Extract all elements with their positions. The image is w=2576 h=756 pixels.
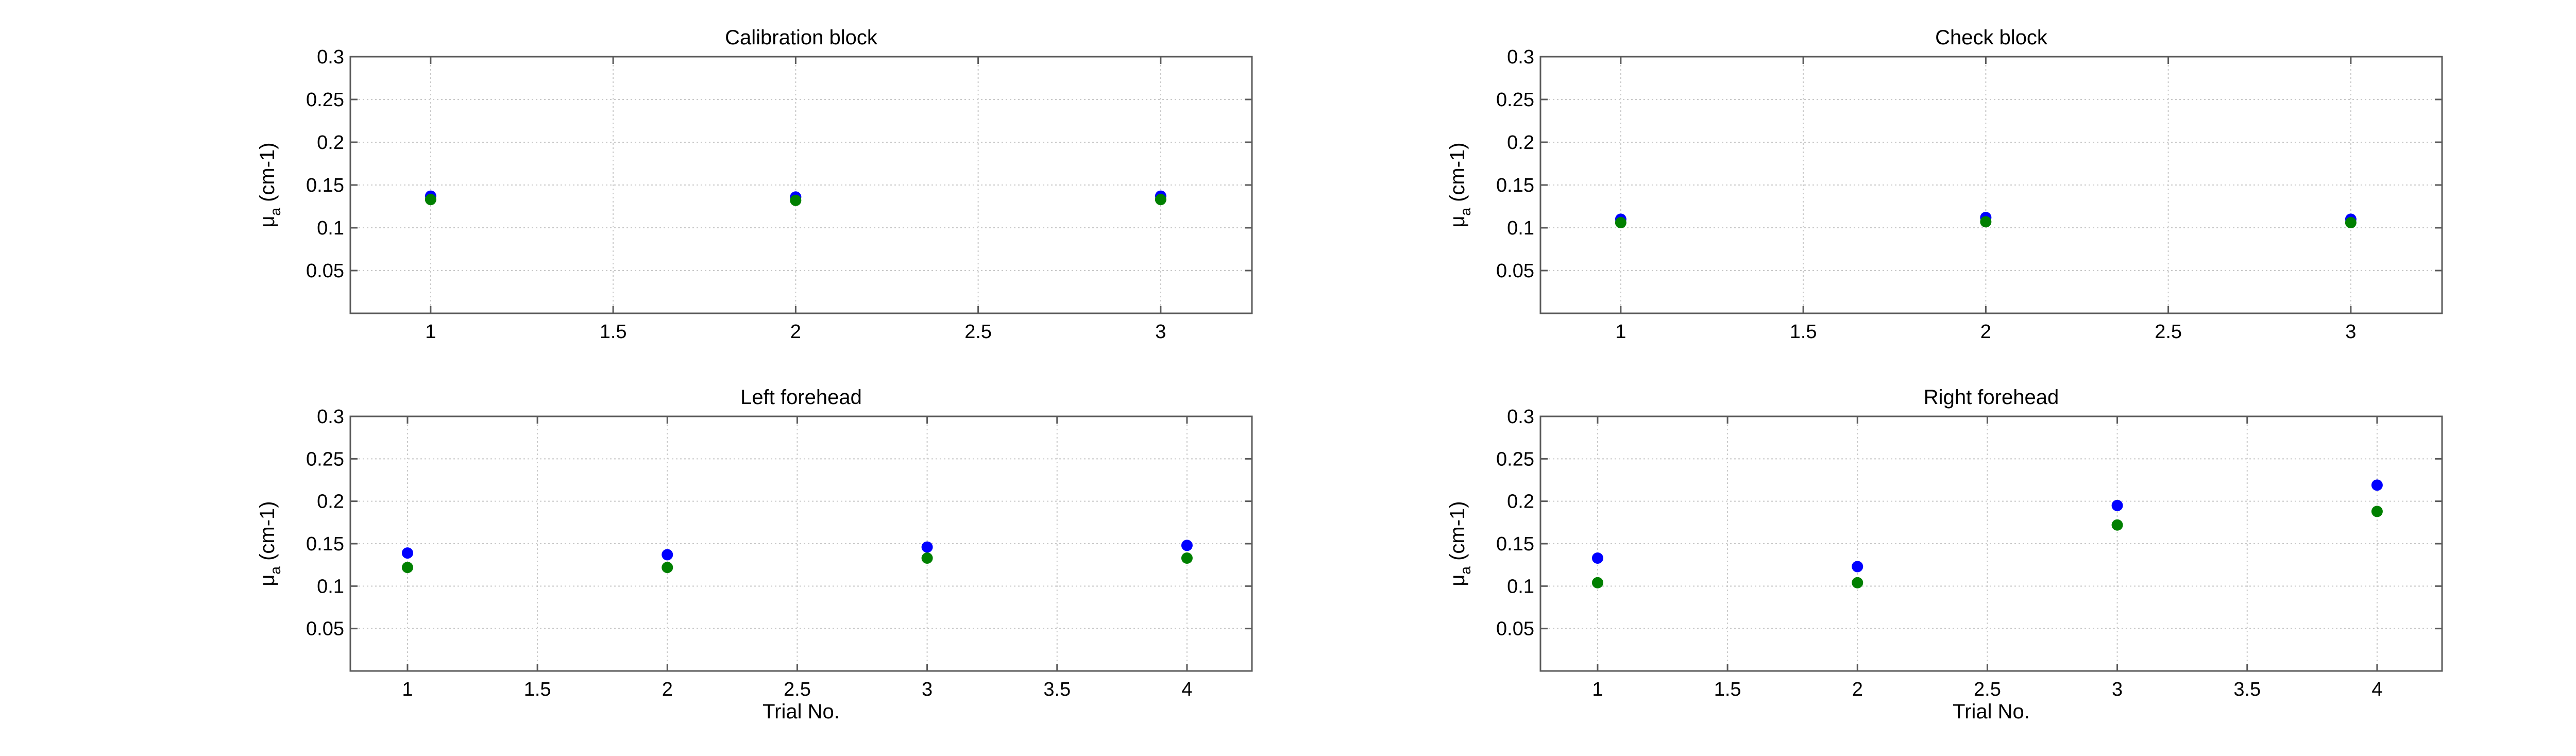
panel-calibration-block-ytick-label-4: 0.25: [306, 89, 344, 111]
panel-right-forehead-series-0-point-2: [2111, 499, 2123, 511]
panel-left-forehead-ylabel-unit: (cm-1): [256, 501, 279, 566]
panel-left-forehead-ytick-label-0: 0.05: [306, 618, 344, 640]
panel-right-forehead-xtick-label-4: 3: [2112, 679, 2123, 700]
panel-right-forehead-xtick-label-3: 2.5: [1974, 679, 2001, 700]
panel-check-block-ytick-label-2: 0.15: [1496, 175, 1534, 196]
panel-right-forehead-ytick-label-4: 0.25: [1496, 448, 1534, 470]
panel-left-forehead-ylabel-subscript: a: [267, 566, 283, 575]
panel-calibration-block-xtick-label-0: 1: [425, 321, 436, 343]
panel-left-forehead-ytick-label-4: 0.25: [306, 448, 344, 470]
panel-right-forehead-ytick-label-1: 0.1: [1507, 576, 1534, 597]
panel-left-forehead-ytick-label-2: 0.15: [306, 533, 344, 555]
panel-right-forehead-series-1-point-0: [1591, 577, 1603, 589]
panel-right-forehead-ylabel-subscript: a: [1458, 566, 1473, 575]
panel-calibration-block-series-1-point-2: [1155, 194, 1166, 206]
panel-check-block-series-1-point-2: [2345, 217, 2357, 229]
panel-calibration-block-xtick-label-2: 2: [790, 321, 801, 343]
panel-right-forehead-series-1-point-2: [2111, 519, 2123, 531]
panel-calibration-block-ylabel-unit: (cm-1): [256, 142, 279, 208]
panel-check-block-title: Check block: [1935, 26, 2048, 49]
panel-calibration-block-series-1-point-0: [425, 194, 436, 206]
panel-left-forehead-xtick-label-2: 2: [662, 679, 673, 700]
panel-right-forehead-xtick-label-2: 2: [1852, 679, 1863, 700]
panel-left-forehead: 1 1.5 2 2.5 3 3.5 4 0.05 0.1 0.15 0.2 0.25 0.3 Left f…: [256, 386, 1253, 723]
panel-right-forehead-xtick-label-5: 3.5: [2233, 679, 2261, 700]
panel-calibration-block-title: Calibration block: [725, 26, 878, 49]
panel-check-block-ytick-label-4: 0.25: [1496, 89, 1534, 111]
panel-right-forehead-ylabel-symbol: μ: [1446, 575, 1469, 586]
panel-calibration-block-xtick-label-4: 3: [1155, 321, 1166, 343]
panel-calibration-block-ylabel: μa (cm-1): [256, 142, 283, 227]
panel-calibration-block-ytick-label-3: 0.2: [317, 132, 344, 154]
panel-check-block-xtick-label-1: 1.5: [1790, 321, 1817, 343]
panel-right-forehead-series-1-point-3: [2371, 506, 2383, 517]
panel-calibration-block-ylabel-subscript: a: [267, 208, 283, 216]
panel-check-block-xtick-label-0: 1: [1615, 321, 1626, 343]
panel-right-forehead-series-0-point-3: [2371, 479, 2383, 491]
panel-calibration-block-ytick-label-0: 0.05: [306, 260, 344, 282]
panel-left-forehead-ytick-label-3: 0.2: [317, 491, 344, 513]
panel-check-block-ytick-label-1: 0.1: [1507, 217, 1534, 239]
panel-left-forehead-series-1-point-0: [401, 562, 413, 574]
panel-check-block-ylabel-subscript: a: [1458, 208, 1473, 216]
panel-right-forehead-ytick-label-5: 0.3: [1507, 406, 1534, 428]
panel-check-block-ytick-label-0: 0.05: [1496, 260, 1534, 282]
panel-left-forehead-ytick-label-5: 0.3: [317, 406, 344, 428]
panel-left-forehead-series-0-point-2: [921, 541, 933, 553]
panel-left-forehead-series-1-point-1: [662, 562, 673, 574]
panel-right-forehead-ylabel-unit: (cm-1): [1446, 501, 1469, 566]
panel-right-forehead-ytick-label-2: 0.15: [1496, 533, 1534, 555]
panel-right-forehead-xtick-label-0: 1: [1592, 679, 1603, 700]
panel-left-forehead-xtick-label-1: 1.5: [524, 679, 551, 700]
panel-right-forehead-ylabel: μa (cm-1): [1446, 501, 1473, 586]
panel-right-forehead-ytick-label-3: 0.2: [1507, 491, 1534, 513]
panel-calibration-block-ytick-label-1: 0.1: [317, 217, 344, 239]
panel-left-forehead-ytick-label-1: 0.1: [317, 576, 344, 597]
panel-check-block-series-1-point-1: [1980, 216, 1992, 228]
panel-left-forehead-xlabel: Trial No.: [762, 700, 840, 723]
panel-check-block-ylabel: μa (cm-1): [1446, 142, 1473, 227]
panel-right-forehead-ytick-label-0: 0.05: [1496, 618, 1534, 640]
panel-check-block-ytick-label-3: 0.2: [1507, 132, 1534, 154]
panel-left-forehead-series-1-point-3: [1181, 552, 1193, 564]
panel-calibration-block-xtick-label-1: 1.5: [600, 321, 627, 343]
panel-left-forehead-xtick-label-3: 2.5: [784, 679, 811, 700]
panel-left-forehead-series-0-point-0: [401, 547, 413, 559]
panel-right-forehead-series-1-point-1: [1852, 577, 1863, 589]
panel-check-block-ylabel-symbol: μ: [1446, 216, 1469, 228]
panel-left-forehead-xtick-label-6: 4: [1181, 679, 1192, 700]
panel-right-forehead-xtick-label-1: 1.5: [1714, 679, 1741, 700]
panel-check-block-ytick-label-5: 0.3: [1507, 46, 1534, 68]
panel-calibration-block-ylabel-symbol: μ: [256, 216, 279, 228]
panel-calibration-block: 1 1.5 2 2.5 3 0.05 0.1 0.15 0.2 0.25 0.3 Calibratio…: [256, 26, 1253, 343]
panel-left-forehead-series-1-point-2: [921, 552, 933, 564]
panel-check-block-xtick-label-4: 3: [2345, 321, 2356, 343]
panel-left-forehead-xtick-label-0: 1: [402, 679, 413, 700]
panel-check-block-xtick-label-2: 2: [1980, 321, 1991, 343]
panel-right-forehead-title: Right forehead: [1924, 386, 2059, 409]
panel-check-block: 1 1.5 2 2.5 3 0.05 0.1 0.15 0.2 0.25 0.3 Check bloc…: [1446, 26, 2443, 343]
panel-left-forehead-series-0-point-3: [1181, 540, 1193, 551]
panel-right-forehead-series-0-point-0: [1591, 552, 1603, 564]
panel-left-forehead-xtick-label-4: 3: [922, 679, 933, 700]
panel-left-forehead-xtick-label-5: 3.5: [1043, 679, 1071, 700]
panel-left-forehead-ylabel: μa (cm-1): [256, 501, 283, 586]
panel-right-forehead: 1 1.5 2 2.5 3 3.5 4 0.05 0.1 0.15 0.2 0.25 0.3 Right …: [1446, 386, 2443, 723]
panel-right-forehead-series-0-point-1: [1852, 561, 1863, 573]
panel-check-block-xtick-label-3: 2.5: [2155, 321, 2182, 343]
panel-right-forehead-xlabel: Trial No.: [1953, 700, 2030, 723]
panel-left-forehead-series-0-point-1: [662, 549, 673, 561]
panel-calibration-block-ytick-label-5: 0.3: [317, 46, 344, 68]
panel-left-forehead-title: Left forehead: [740, 386, 862, 409]
panel-left-forehead-ylabel-symbol: μ: [256, 575, 279, 586]
panel-right-forehead-xtick-label-6: 4: [2371, 679, 2382, 700]
panel-calibration-block-ytick-label-2: 0.15: [306, 175, 344, 196]
panel-check-block-ylabel-unit: (cm-1): [1446, 142, 1469, 208]
panel-calibration-block-series-1-point-1: [790, 194, 802, 206]
panel-calibration-block-xtick-label-3: 2.5: [964, 321, 992, 343]
panel-check-block-series-1-point-0: [1615, 217, 1626, 229]
